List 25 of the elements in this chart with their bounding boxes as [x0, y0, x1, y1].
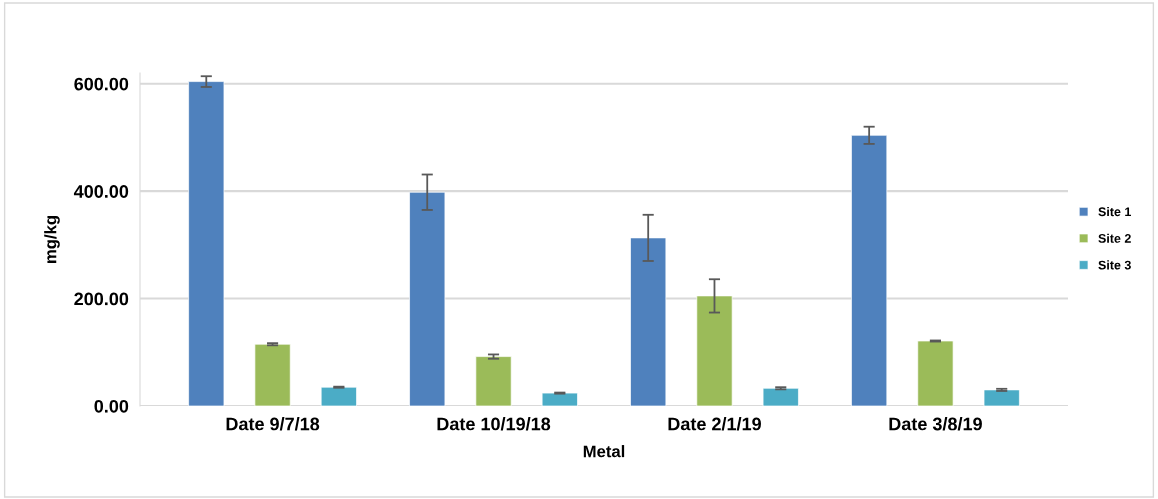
- y-tick-label: 600.00: [74, 77, 129, 91]
- bar: [917, 340, 954, 406]
- bar: [541, 392, 578, 406]
- bar: [320, 386, 357, 406]
- bar: [762, 387, 799, 406]
- bar: [983, 389, 1020, 406]
- y-axis-title: mg/kg: [44, 216, 60, 263]
- x-axis-title: Metal: [583, 445, 625, 458]
- bar: [630, 237, 667, 406]
- y-tick-label: 400.00: [73, 185, 129, 198]
- bar: [254, 343, 291, 406]
- x-tick-label: Date 10/19/18: [437, 417, 551, 431]
- bar: [696, 295, 733, 406]
- bar: [851, 134, 888, 406]
- legend-label: Site 3: [1098, 260, 1131, 270]
- x-tick-label: Date 3/8/19: [889, 417, 982, 431]
- legend-label: Site 1: [1098, 207, 1131, 217]
- x-tick-label: Date 2/1/19: [668, 417, 761, 431]
- y-tick-label: 0.00: [94, 399, 129, 413]
- y-tick-label: 200.00: [74, 292, 129, 306]
- x-tick-label: Date 9/7/18: [226, 417, 320, 431]
- bar: [475, 356, 512, 406]
- bar: [409, 191, 446, 406]
- legend-label: Site 2: [1098, 233, 1131, 243]
- bar: [188, 81, 225, 406]
